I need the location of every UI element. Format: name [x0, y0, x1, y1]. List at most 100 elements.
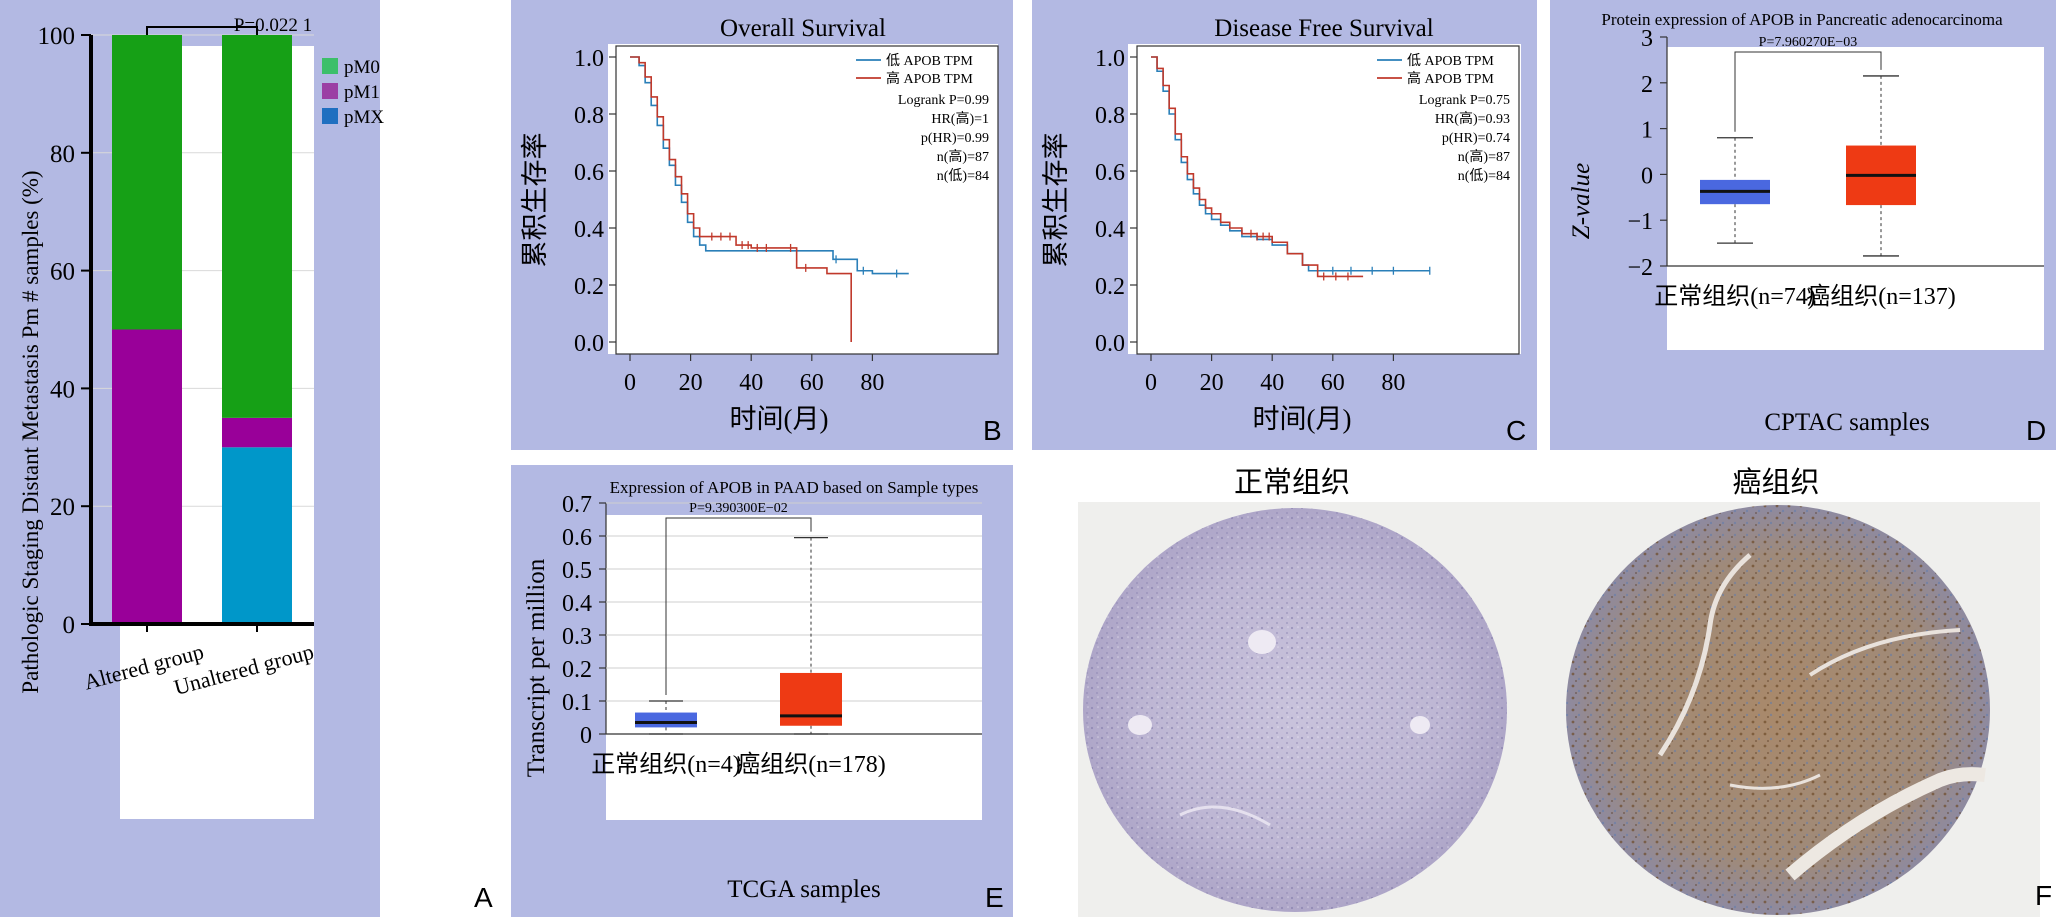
chart-b-ytick-label: 0.6	[574, 160, 604, 186]
chart-c-ylabel: 累积生存率	[1041, 133, 1071, 268]
chart-c-series-line	[1151, 56, 1364, 278]
chart-d-ytick-label: −2	[1627, 255, 1653, 281]
chart-b-stat-label: n(高)=87	[937, 148, 989, 165]
panel-d: Protein expression of APOB in Pancreatic…	[1550, 0, 2056, 450]
chart-a-legend-swatch	[322, 83, 338, 99]
ihc-label-normal: 正常组织	[1234, 466, 1350, 499]
chart-c-ytick-label: 0.8	[1095, 103, 1125, 129]
chart-b-xtick-label: 80	[860, 370, 884, 396]
chart-b-stat-label: p(HR)=0.99	[921, 131, 989, 146]
chart-d-xlabel: CPTAC samples	[1764, 409, 1929, 436]
ihc-figure: 正常组织 癌组织 F	[1078, 466, 2052, 917]
chart-b: Overall Survival 0 20 40 60 80 0.0 0.2 0.4 0.6 0.…	[520, 15, 1002, 446]
panel-f: 正常组织 癌组织 F	[1030, 455, 2056, 917]
chart-c-ytick-label: 0.6	[1095, 160, 1125, 186]
chart-d-title: Protein expression of APOB in Pancreatic…	[1601, 10, 2003, 29]
chart-c-xlabel: 时间(月)	[1253, 404, 1352, 434]
chart-b-xlabel: 时间(月)	[730, 404, 829, 434]
chart-c-frame	[1136, 45, 1520, 355]
chart-a-legend-label: pM0	[344, 57, 380, 78]
chart-a-bar-pm0	[222, 35, 292, 418]
chart-a-legend-swatch	[322, 58, 338, 74]
chart-e-category-label: 癌组织(n=178)	[736, 751, 886, 778]
chart-a-bar-pm1	[112, 329, 182, 624]
chart-d-category-label: 正常组织(n=74)	[1654, 283, 1816, 310]
chart-e-ytick-label: 0.3	[562, 624, 592, 650]
chart-a-ytick-label: 40	[50, 376, 75, 403]
chart-d-pvalue: P=7.960270E−03	[1759, 35, 1858, 50]
chart-a-legend-label: pM1	[344, 82, 380, 103]
chart-a-ylabel: Pathologic Staging Distant Metastasis Pm…	[18, 170, 43, 693]
panel-a: Altered group Unaltered group 0 20 40 60 80 100…	[0, 0, 493, 917]
chart-b-ytick-label: 1.0	[574, 46, 604, 72]
chart-e-ytick-label: 0.5	[562, 558, 592, 584]
chart-d: Protein expression of APOB in Pancreatic…	[1568, 10, 2046, 446]
chart-d-ytick-label: 0	[1641, 163, 1653, 189]
chart-d-category-label: 癌组织(n=137)	[1806, 283, 1956, 310]
panel-c-letter: C	[1506, 415, 1526, 446]
chart-b-frame	[615, 45, 999, 355]
chart-b-title: Overall Survival	[720, 15, 886, 42]
chart-b-ytick-label: 0.4	[574, 217, 604, 243]
chart-b-stat-label: HR(高)=1	[931, 110, 989, 127]
ihc-normal-core	[1083, 508, 1507, 912]
chart-e: Expression of APOB in PAAD based on Samp…	[523, 478, 1004, 913]
chart-e-ytick-label: 0.1	[562, 690, 592, 716]
chart-d-ytick-label: −1	[1627, 209, 1653, 235]
chart-e-xlabel: TCGA samples	[727, 876, 880, 903]
chart-d-ytick-label: 2	[1641, 72, 1653, 98]
chart-b-xtick-label: 60	[800, 370, 824, 396]
chart-b-xtick-label: 20	[679, 370, 703, 396]
chart-c-legend-label: 低 APOB TPM	[1407, 53, 1494, 69]
chart-b-stat-label: n(低)=84	[937, 168, 989, 184]
chart-e-pvalue: P=9.390300E−02	[689, 501, 788, 516]
chart-a-ytick-label: 60	[50, 259, 75, 286]
panel-e-letter: E	[985, 882, 1004, 913]
chart-b-legend-label: 高 APOB TPM	[886, 70, 973, 87]
chart-e-ytick-label: 0.7	[562, 492, 592, 518]
chart-a-bar-pmx	[222, 447, 292, 624]
chart-c-legend-label: 高 APOB TPM	[1407, 70, 1494, 87]
chart-a-ytick-label: 0	[63, 612, 76, 639]
chart-c-xtick-label: 80	[1381, 370, 1405, 396]
chart-e-ytick-label: 0.4	[562, 591, 592, 617]
chart-c-xtick-label: 40	[1260, 370, 1284, 396]
chart-a-pvalue: P=0.022 1	[234, 15, 312, 36]
chart-e-box	[780, 672, 842, 726]
chart-c: Disease Free Survival 0 20 40 60 80 0.0 0.2 0.4…	[1041, 15, 1526, 446]
chart-a-bar-pm1	[222, 417, 292, 448]
chart-c-stat-label: n(低)=84	[1458, 168, 1510, 184]
chart-e-ytick-label: 0.6	[562, 525, 592, 551]
chart-e-box	[635, 712, 697, 728]
chart-b-xtick-label: 0	[624, 370, 636, 396]
chart-b-ytick-label: 0.0	[574, 331, 604, 357]
chart-e-category-label: 正常组织(n=4)	[591, 751, 741, 778]
chart-c-xtick-label: 0	[1145, 370, 1157, 396]
chart-c-stat-label: p(HR)=0.74	[1442, 131, 1510, 146]
chart-c-xtick-label: 60	[1321, 370, 1345, 396]
chart-a-ytick-label: 20	[50, 494, 75, 521]
chart-d-ytick-label: 1	[1641, 118, 1653, 144]
chart-d-ylabel: Z-value	[1568, 163, 1595, 239]
chart-c-ytick-label: 0.4	[1095, 217, 1125, 243]
chart-d-ytick-label: 3	[1641, 26, 1653, 52]
chart-c-stat-label: Logrank P=0.75	[1419, 93, 1510, 108]
chart-c-stat-label: n(高)=87	[1458, 148, 1510, 165]
panel-b-plot-area	[608, 44, 998, 354]
chart-e-ylabel: Transcript per million	[523, 558, 550, 777]
panel-c-plot-area	[1128, 44, 1521, 354]
ihc-label-tumor: 癌组织	[1732, 466, 1819, 499]
chart-d-bracket	[1734, 51, 1882, 132]
panel-b-letter: B	[983, 415, 1002, 446]
panel-a-letter: A	[474, 882, 493, 913]
chart-a-bracket	[146, 26, 258, 35]
ihc-tumor-core	[1566, 505, 1990, 915]
chart-b-series-line	[630, 56, 852, 342]
chart-b-series-line	[630, 56, 909, 275]
chart-c-ytick-label: 0.0	[1095, 331, 1125, 357]
panel-f-letter: F	[2035, 880, 2052, 911]
chart-c-stat-label: HR(高)=0.93	[1435, 110, 1510, 127]
chart-e-ytick-label: 0.2	[562, 657, 592, 683]
chart-e-title: Expression of APOB in PAAD based on Samp…	[610, 478, 979, 497]
